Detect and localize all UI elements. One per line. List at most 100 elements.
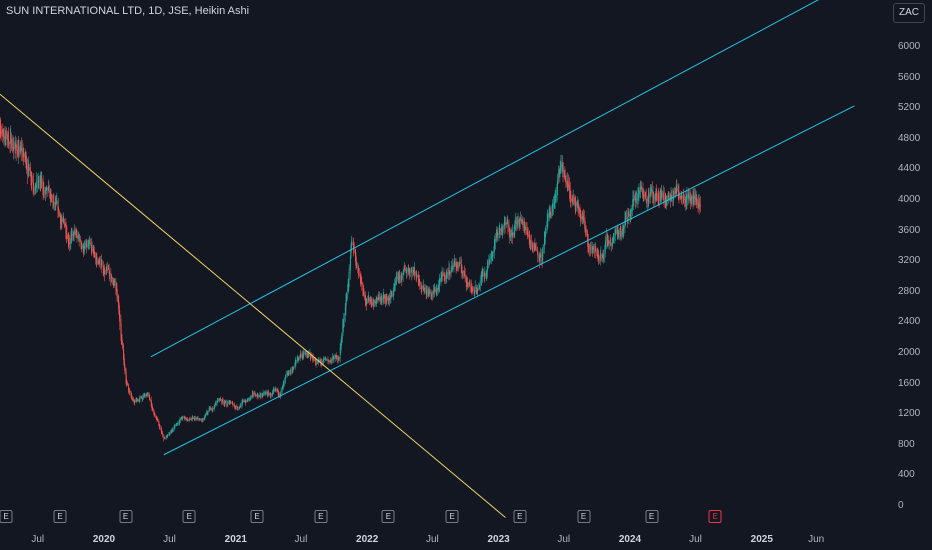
candle-up [168, 434, 170, 436]
candle-down [398, 277, 399, 281]
candle-down [42, 183, 44, 193]
candle-up [277, 389, 278, 391]
candle-up [485, 273, 487, 276]
candle-down [355, 253, 357, 261]
candle-down [16, 149, 17, 151]
earnings-marker[interactable]: E [645, 510, 659, 523]
candle-down [18, 147, 20, 149]
candle-down [24, 154, 26, 157]
candle-up [478, 287, 480, 291]
candle-up [105, 270, 107, 273]
candle-up [633, 200, 634, 202]
candle-up [374, 300, 375, 303]
earnings-marker[interactable]: E [250, 510, 264, 523]
earnings-marker[interactable]: E [0, 510, 13, 523]
downtrend-line[interactable] [0, 89, 506, 518]
candle-down [64, 221, 65, 227]
candle-up [426, 290, 428, 293]
candle-up [517, 219, 519, 222]
candle-down [31, 178, 32, 181]
candle-down [185, 417, 186, 420]
candle-down [257, 395, 259, 397]
candle-up [186, 419, 188, 421]
candle-down [15, 144, 17, 148]
candle-up [20, 147, 22, 150]
candle-up [295, 360, 296, 365]
candle-down [269, 393, 270, 395]
candle-down [149, 398, 151, 400]
candle-up [668, 194, 670, 198]
candle-up [237, 407, 239, 409]
channel-lower[interactable] [163, 105, 855, 456]
candle-down [3, 134, 5, 139]
candle-down [154, 415, 156, 417]
candle-down [38, 180, 39, 183]
earnings-marker[interactable]: E [53, 510, 67, 523]
currency-button[interactable]: ZAC [893, 3, 925, 23]
candle-down [539, 255, 540, 262]
candle-down [416, 275, 417, 280]
candle-up [46, 185, 48, 190]
earnings-marker[interactable]: E [513, 510, 527, 523]
candle-down [325, 358, 326, 360]
candle-up [463, 270, 465, 272]
candle-up [96, 259, 98, 261]
candle-down [354, 250, 356, 257]
candle-down [538, 253, 540, 259]
candle-down [600, 254, 602, 256]
candle-down [146, 394, 148, 396]
candle-down [122, 340, 123, 349]
candle-up [100, 259, 102, 264]
candle-down [529, 237, 530, 243]
candle-down [571, 198, 573, 202]
candle-down [101, 265, 103, 266]
candle-down [270, 394, 272, 397]
earnings-marker[interactable]: E [445, 510, 459, 523]
candle-up [622, 226, 624, 232]
candle-down [569, 190, 571, 200]
candle-up [298, 357, 300, 360]
candle-down [375, 301, 376, 303]
candle-up [544, 232, 546, 244]
candle-down [22, 149, 23, 152]
candle-up [167, 435, 169, 437]
earnings-marker[interactable]: E [577, 510, 591, 523]
candle-down [80, 240, 82, 246]
candle-up [545, 232, 546, 236]
candle-down [608, 242, 610, 244]
candle-down [528, 234, 530, 240]
candle-down [577, 203, 578, 205]
candle-up [403, 267, 405, 271]
candle-down [78, 236, 80, 242]
earnings-marker[interactable]: E [314, 510, 328, 523]
candle-down [118, 305, 120, 314]
candle-up [207, 410, 209, 413]
candle-up [438, 283, 440, 288]
candle-up [381, 298, 383, 300]
candle-down [317, 362, 318, 364]
candle-up [544, 233, 546, 239]
candle-up [246, 399, 248, 401]
candle-down [95, 255, 97, 260]
candle-up [74, 230, 75, 234]
candle-up [273, 389, 274, 392]
candle-down [115, 281, 117, 289]
earnings-marker[interactable]: E [708, 510, 722, 523]
candle-up [247, 398, 249, 401]
candle-up [395, 279, 397, 284]
candle-down [124, 361, 125, 369]
candle-down [511, 233, 513, 237]
candle-down [332, 357, 334, 359]
earnings-marker[interactable]: E [119, 510, 133, 523]
candle-up [368, 295, 369, 300]
candle-up [575, 203, 577, 207]
candle-up [632, 198, 634, 208]
earnings-marker[interactable]: E [182, 510, 196, 523]
candle-down [63, 218, 65, 220]
earnings-marker[interactable]: E [381, 510, 395, 523]
candle-down [255, 395, 256, 397]
candle-up [269, 393, 271, 395]
candle-down [337, 357, 339, 360]
channel-upper[interactable] [150, 0, 830, 358]
